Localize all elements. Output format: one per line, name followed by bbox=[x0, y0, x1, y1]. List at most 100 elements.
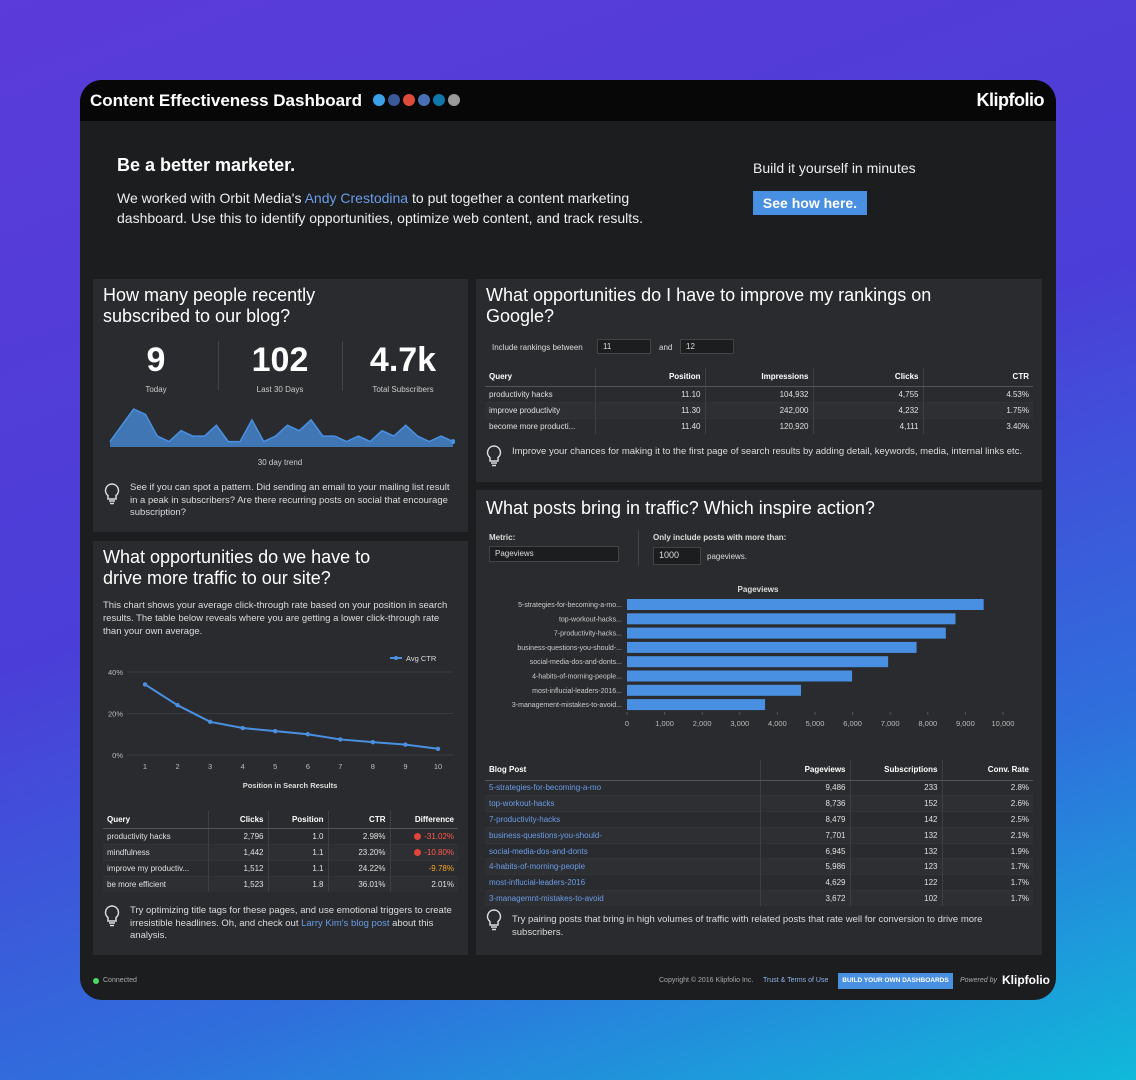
min-input[interactable]: 1000 bbox=[653, 547, 701, 565]
table-cell: 120,920 bbox=[704, 417, 813, 434]
table-cell: -31.02% bbox=[389, 827, 458, 844]
x-tick-label: 2 bbox=[175, 762, 179, 771]
table-row: productivity hacks 2,796 1.0 2.98% -31.02% bbox=[103, 827, 458, 844]
table-cell: improve productivity bbox=[485, 401, 595, 418]
x-tick-label: 8 bbox=[371, 762, 375, 771]
trend-label: 30 day trend bbox=[257, 458, 303, 467]
table-cell: 122 bbox=[849, 874, 942, 891]
intro-text: We worked with Orbit Media's Andy Cresto… bbox=[117, 188, 677, 228]
cell-text: 123 bbox=[924, 862, 938, 872]
y-tick-label: 4-habits-of-morning-people... bbox=[532, 674, 622, 681]
table-cell: 2.98% bbox=[327, 827, 390, 844]
cell-text: 9,486 bbox=[825, 783, 846, 793]
tip-part: about this analysis. bbox=[130, 917, 436, 942]
cell-text: 2.1% bbox=[1010, 830, 1029, 840]
posts-panel: What posts bring in traffic? Which inspi… bbox=[476, 490, 1042, 955]
header-text: Query bbox=[489, 372, 513, 382]
table-cell: 1.7% bbox=[941, 874, 1033, 891]
tip-icon bbox=[104, 483, 120, 505]
intro-heading: Be a better marketer. bbox=[117, 155, 296, 175]
table-cell: 4,232 bbox=[812, 401, 923, 418]
cell-text: 1,512 bbox=[243, 863, 264, 873]
tip-link[interactable]: Larry Kim's blog post bbox=[301, 917, 390, 929]
header-row: Blog Post Pageviews Subscriptions Conv. Rat… bbox=[485, 760, 1033, 781]
cell-text: 2.8% bbox=[1010, 783, 1029, 793]
share-icons[interactable] bbox=[372, 93, 468, 107]
table-cell: 2.1% bbox=[941, 826, 1033, 844]
build-button[interactable]: BUILD YOUR OWN DASHBOARDS bbox=[838, 973, 953, 989]
x-tick-label: 2,000 bbox=[693, 719, 712, 728]
y-tick-label: 40% bbox=[108, 668, 123, 677]
header-cell: Query bbox=[485, 368, 595, 387]
table-cell: 1.1 bbox=[267, 843, 328, 860]
rankings-panel: What opportunities do I have to improve … bbox=[476, 279, 1042, 482]
table-cell: 4.53% bbox=[922, 385, 1033, 402]
table-cell: 1.8 bbox=[267, 875, 328, 892]
table-cell: 6,945 bbox=[759, 842, 850, 859]
cell-text: 2,796 bbox=[243, 831, 264, 841]
ctr-chart: 0% 20% 40% 1 2 3 4 5 6 7 8 9 10 Position in Search Re… bbox=[108, 654, 453, 790]
cell-text: 2.01% bbox=[431, 879, 454, 889]
y-tick-label: 5-strategies-for-becoming-a-mo... bbox=[518, 602, 622, 609]
x-tick-label: 5 bbox=[273, 762, 277, 771]
table-cell: 1.0 bbox=[267, 827, 328, 844]
dashboard-window: Content Effectiveness Dashboard Klipfoli… bbox=[80, 80, 1056, 1000]
cta-text: Build it yourself in minutes bbox=[753, 160, 916, 176]
table-row: most-influcial-leaders-2016 4,629 122 1.7% bbox=[485, 874, 1033, 891]
cell-text: social-media-dos-and-donts bbox=[489, 846, 588, 856]
intro-link[interactable]: Andy Crestodina bbox=[304, 190, 409, 206]
table-cell: social-media-dos-and-donts bbox=[485, 842, 760, 859]
copyright: Copyright © 2016 Klipfolio Inc. bbox=[659, 977, 754, 984]
cell-text: 4,629 bbox=[825, 878, 846, 888]
y-tick-label: top-workout-hacks... bbox=[559, 616, 622, 623]
bar bbox=[627, 627, 946, 639]
series-point bbox=[240, 725, 245, 731]
legend-swatch-dot bbox=[394, 656, 398, 660]
x-tick-label: 0 bbox=[625, 719, 629, 728]
cell-text: 3.40% bbox=[1006, 421, 1029, 431]
header-cell: Subscriptions bbox=[849, 760, 942, 781]
cell-text: 3,672 bbox=[825, 894, 846, 904]
series-point bbox=[435, 746, 441, 751]
metric-select[interactable]: Pageviews bbox=[489, 546, 619, 562]
table-cell: 8,736 bbox=[759, 795, 850, 812]
table-row: mindfulness 1,442 1.1 23.20% -10.80% bbox=[103, 843, 458, 860]
cell-text: 3-managemnt-mistakes-to-avoid bbox=[489, 894, 604, 904]
cell-text: 1,523 bbox=[243, 879, 264, 889]
table-row: improve my productiv... 1,512 1.1 24.22% -9.… bbox=[103, 859, 458, 876]
powered-by: Powered by bbox=[960, 977, 997, 984]
cell-text: 24.22% bbox=[358, 863, 386, 873]
table-cell: improve my productiv... bbox=[103, 859, 208, 876]
table-cell: 2.6% bbox=[941, 795, 1033, 812]
cta-button[interactable]: See how here. bbox=[753, 191, 867, 215]
cell-text: 4.53% bbox=[1006, 389, 1029, 399]
rank-from-select[interactable]: 11 bbox=[597, 339, 651, 354]
cell-text: 122 bbox=[924, 878, 938, 888]
header-cell: Position bbox=[594, 368, 705, 387]
metric-label: Metric: bbox=[489, 533, 516, 542]
min-label: Only include posts with more than: bbox=[653, 533, 787, 542]
table-row: 7-productivity-hacks 8,479 142 2.5% bbox=[485, 811, 1033, 828]
y-tick-label: business-questions-you-should-... bbox=[517, 645, 622, 652]
terms-link[interactable]: Trust & Terms of Use bbox=[763, 977, 829, 984]
y-tick-label: 20% bbox=[108, 710, 123, 719]
header-text: Clicks bbox=[239, 814, 264, 824]
stat-label: Last 30 Days bbox=[256, 385, 304, 394]
bar bbox=[627, 699, 766, 711]
header-text: Subscriptions bbox=[884, 765, 938, 775]
traffic-panel: What opportunities do we have to drive m… bbox=[93, 541, 468, 955]
x-tick-label: 6,000 bbox=[843, 719, 862, 728]
header-text: CTR bbox=[369, 814, 386, 824]
footer-brand[interactable]: Klipfolio bbox=[1002, 973, 1050, 987]
cell-text: 4,755 bbox=[898, 389, 919, 399]
rank-to-select[interactable]: 12 bbox=[680, 339, 734, 354]
y-tick-label: 7-productivity-hacks... bbox=[554, 631, 622, 638]
header-cell: Impressions bbox=[704, 368, 813, 387]
series-point bbox=[403, 742, 408, 747]
brand-logo[interactable]: Klipfolio bbox=[976, 90, 1045, 110]
dashboard-title: Content Effectiveness Dashboard bbox=[90, 91, 363, 110]
header-cell: CTR bbox=[922, 368, 1033, 387]
cell-text: 2.6% bbox=[1010, 799, 1029, 809]
cell-text: 1.7% bbox=[1010, 878, 1029, 888]
header-cell: Clicks bbox=[812, 368, 923, 387]
